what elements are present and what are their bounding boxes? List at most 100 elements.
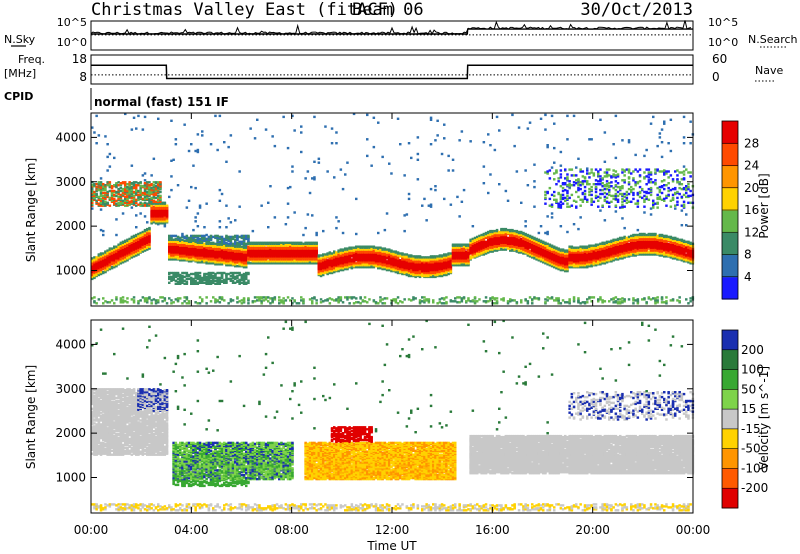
- scatter-cell: [104, 300, 107, 302]
- freq-label-line2: [MHz]: [4, 67, 36, 80]
- scatter-cell: [441, 297, 444, 299]
- scatter-cell: [223, 238, 226, 240]
- scatter-cell: [439, 298, 442, 300]
- scatter-cell: [458, 139, 461, 141]
- scatter-cell: [293, 242, 296, 244]
- scatter-cell: [109, 190, 112, 192]
- scatter-cell: [155, 181, 158, 183]
- scatter-cell: [234, 282, 237, 284]
- scatter-cell: [461, 201, 464, 203]
- scatter-cell: [238, 206, 241, 208]
- scatter-cell: [177, 297, 180, 299]
- scatter-cell: [465, 244, 468, 246]
- scatter-cell: [219, 236, 222, 238]
- scatter-cell: [238, 300, 241, 302]
- scatter-cell: [153, 158, 156, 160]
- scatter-cell: [271, 242, 274, 244]
- scatter-cell: [100, 181, 103, 183]
- scatter-cell: [436, 120, 439, 122]
- nsky-label: N.Sky: [4, 33, 36, 46]
- scatter-cell: [128, 181, 131, 183]
- scatter-cell: [157, 181, 160, 183]
- scatter-cell: [403, 230, 406, 232]
- scatter-cell: [342, 248, 345, 250]
- scatter-cell: [280, 242, 283, 244]
- scatter-cell: [274, 216, 277, 218]
- scatter-cell: [443, 297, 446, 299]
- scatter-cell: [469, 140, 472, 142]
- scatter-cell: [302, 298, 305, 300]
- scatter-cell: [267, 300, 270, 302]
- scatter-cell: [300, 131, 303, 133]
- scatter-cell: [227, 146, 230, 148]
- scatter-cell: [241, 299, 244, 301]
- scatter-cell: [168, 235, 171, 237]
- scatter-cell: [148, 198, 151, 200]
- scatter-cell: [120, 187, 123, 189]
- scatter-cell: [408, 254, 411, 256]
- scatter-cell: [190, 277, 193, 279]
- scatter-cell: [395, 250, 398, 252]
- scatter-cell: [157, 118, 160, 120]
- scatter-cell: [188, 237, 191, 239]
- scatter-cell: [223, 279, 226, 281]
- scatter-cell: [335, 227, 338, 229]
- scatter-cell: [245, 272, 248, 274]
- scatter-cell: [170, 299, 173, 301]
- scatter-cell: [236, 280, 239, 282]
- scatter-cell: [93, 256, 96, 258]
- scatter-cell: [183, 240, 186, 242]
- scatter-cell: [381, 247, 384, 249]
- scatter-cell: [177, 184, 180, 186]
- scatter-cell: [417, 159, 420, 161]
- scatter-cell: [285, 242, 288, 244]
- nsearch-label: N.Search: [748, 33, 798, 46]
- scatter-cell: [384, 247, 387, 249]
- scatter-cell: [179, 237, 182, 239]
- scatter-cell: [225, 235, 228, 237]
- scatter-cell: [98, 196, 101, 198]
- scatter-cell: [373, 299, 376, 301]
- scatter-cell: [170, 160, 173, 162]
- scatter-cell: [278, 302, 281, 304]
- scatter-cell: [236, 235, 239, 237]
- scatter-cell: [166, 302, 169, 304]
- scatter-cell: [212, 236, 215, 238]
- scatter-cell: [454, 300, 457, 302]
- scatter-cell: [219, 226, 222, 228]
- noise-left-tick: 10^0: [57, 36, 87, 49]
- scatter-cell: [461, 130, 464, 132]
- scatter-cell: [434, 189, 437, 191]
- scatter-cell: [159, 181, 162, 183]
- scatter-cell: [340, 168, 343, 170]
- scatter-cell: [296, 242, 299, 244]
- scatter-cell: [386, 260, 389, 262]
- scatter-cell: [172, 239, 175, 241]
- scatter-cell: [170, 235, 173, 237]
- scatter-cell: [133, 235, 136, 237]
- scatter-cell: [463, 244, 466, 246]
- scatter-cell: [483, 141, 486, 143]
- scatter-cell: [355, 233, 358, 235]
- scatter-cell: [120, 297, 123, 299]
- scatter-cell: [379, 296, 382, 298]
- scatter-cell: [188, 300, 191, 302]
- scatter-cell: [247, 302, 250, 304]
- scatter-cell: [104, 201, 107, 203]
- scatter-cell: [351, 258, 354, 260]
- scatter-cell: [236, 275, 239, 277]
- scatter-cell: [348, 302, 351, 304]
- scatter-cell: [366, 114, 369, 116]
- scatter-cell: [175, 238, 178, 240]
- scatter-cell: [175, 298, 178, 300]
- scatter-cell: [403, 174, 406, 176]
- scatter-cell: [124, 205, 127, 207]
- scatter-cell: [230, 275, 233, 277]
- scatter-cell: [421, 256, 424, 258]
- scatter-cell: [104, 250, 107, 252]
- scatter-cell: [315, 299, 318, 301]
- scatter-cell: [458, 215, 461, 217]
- scatter-cell: [265, 128, 268, 130]
- scatter-cell: [214, 243, 217, 245]
- scatter-cell: [362, 246, 365, 248]
